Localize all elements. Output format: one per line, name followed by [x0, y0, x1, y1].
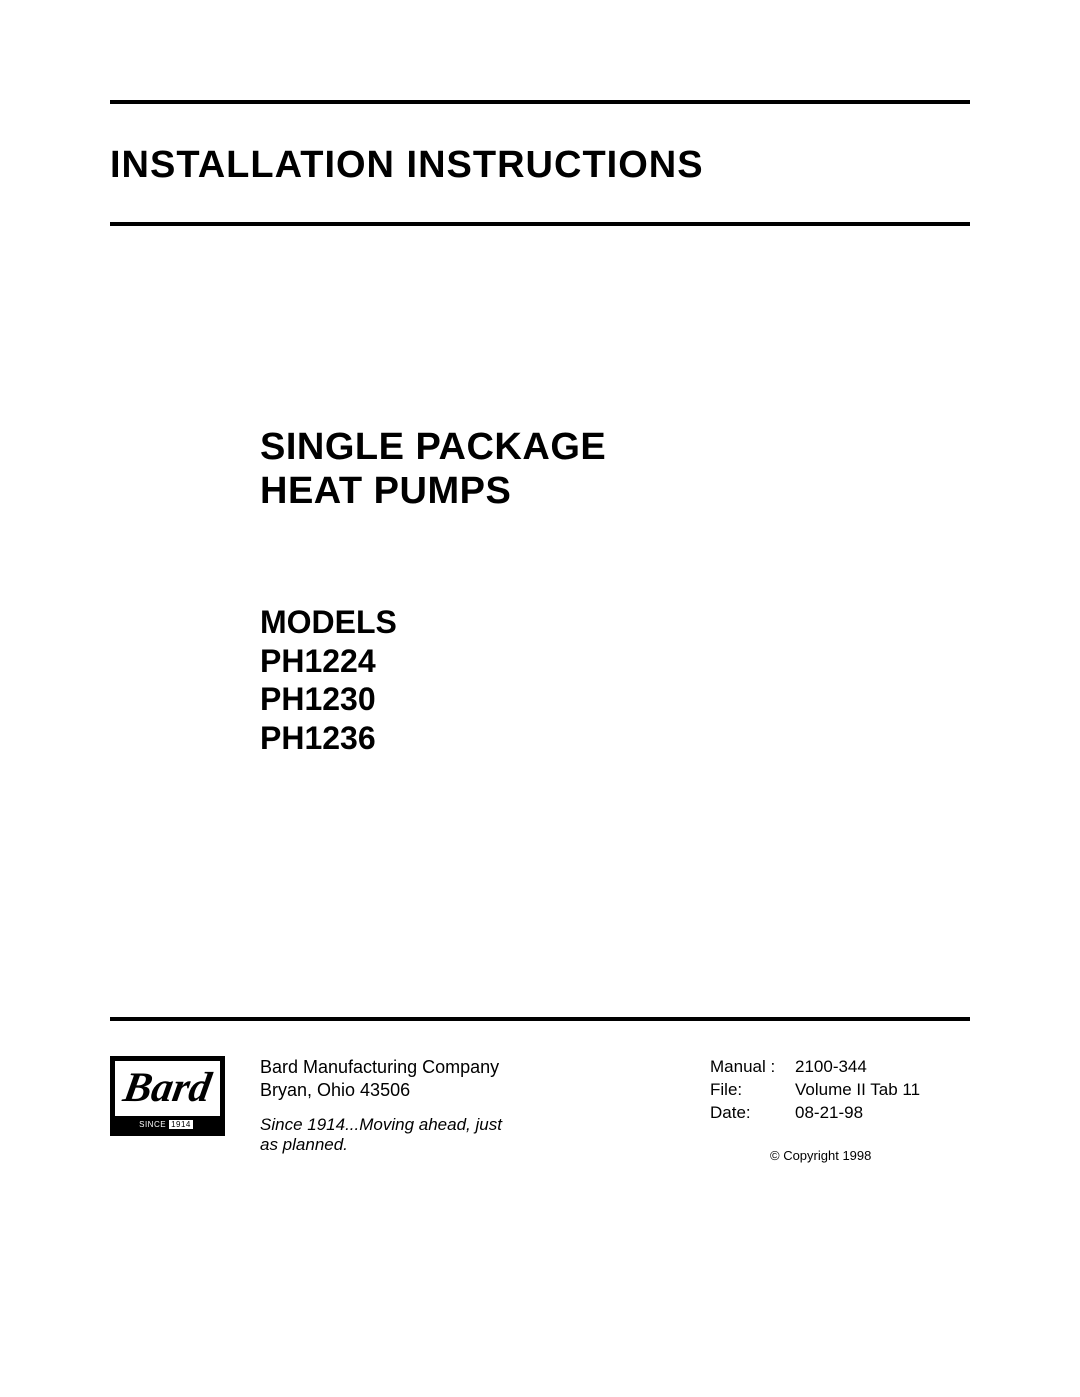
top-horizontal-rule	[110, 100, 970, 104]
models-block: MODELS PH1224 PH1230 PH1236	[110, 603, 970, 757]
models-label: MODELS	[260, 603, 970, 641]
doc-info-date-row: Date: 08-21-98	[710, 1102, 970, 1125]
doc-info-file-row: File: Volume II Tab 11	[710, 1079, 970, 1102]
logo-inner: Bard	[115, 1061, 220, 1116]
file-value: Volume II Tab 11	[795, 1079, 970, 1102]
main-title: INSTALLATION INSTRUCTIONS	[110, 144, 970, 187]
subtitle-block: SINGLE PACKAGE HEAT PUMPS	[110, 426, 970, 513]
manual-label: Manual :	[710, 1056, 795, 1079]
company-location: Bryan, Ohio 43506	[260, 1079, 710, 1102]
tagline-line-2: as planned.	[260, 1135, 710, 1155]
model-number-3: PH1236	[260, 719, 970, 757]
manual-value: 2100-344	[795, 1056, 970, 1079]
document-info: Manual : 2100-344 File: Volume II Tab 11…	[710, 1056, 970, 1164]
footer: Bard SINCE 1914 Bard Manufacturing Compa…	[110, 1056, 970, 1164]
file-label: File:	[710, 1079, 795, 1102]
tagline-line-1: Since 1914...Moving ahead, just	[260, 1115, 710, 1135]
logo-year-text: 1914	[169, 1120, 193, 1129]
subtitle-line-2: HEAT PUMPS	[260, 470, 970, 514]
company-block: Bard Manufacturing Company Bryan, Ohio 4…	[260, 1056, 710, 1156]
date-value: 08-21-98	[795, 1102, 970, 1125]
model-number-1: PH1224	[260, 642, 970, 680]
logo-brand-text: Bard	[120, 1064, 215, 1112]
copyright-text: © Copyright 1998	[710, 1147, 970, 1165]
brand-logo: Bard SINCE 1914	[110, 1056, 225, 1136]
bottom-horizontal-rule	[110, 1017, 970, 1021]
title-horizontal-rule	[110, 222, 970, 226]
model-number-2: PH1230	[260, 680, 970, 718]
date-label: Date:	[710, 1102, 795, 1125]
company-name: Bard Manufacturing Company	[260, 1056, 710, 1079]
logo-banner: SINCE 1914	[114, 1118, 221, 1132]
subtitle-line-1: SINGLE PACKAGE	[260, 426, 970, 470]
logo-since-text: SINCE	[139, 1120, 166, 1129]
doc-info-manual-row: Manual : 2100-344	[710, 1056, 970, 1079]
